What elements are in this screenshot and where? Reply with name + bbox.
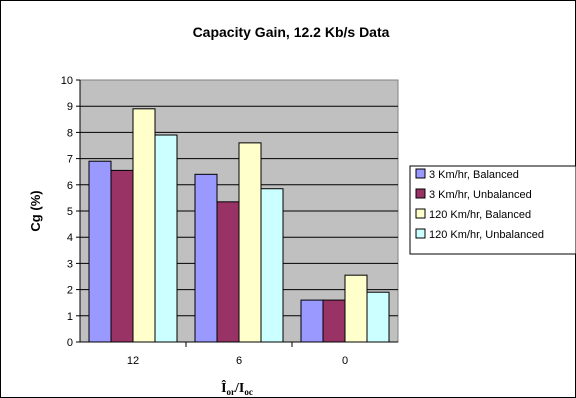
y-tick-label: 7	[67, 154, 73, 166]
bar	[132, 108, 156, 343]
y-tick-label: 0	[67, 337, 73, 349]
y-tick-label: 10	[61, 75, 73, 87]
legend-label: 120 Km/hr, Unbalanced	[429, 229, 544, 241]
legend-label: 120 Km/hr, Balanced	[429, 209, 531, 221]
x-axis-label-main: Î	[221, 379, 226, 396]
legend-label: 3 Km/hr, Unbalanced	[429, 189, 532, 201]
y-tick-label: 9	[67, 101, 73, 113]
legend-swatch	[415, 228, 426, 239]
bar	[194, 173, 218, 343]
y-tick-label: 4	[67, 232, 73, 244]
legend: 3 Km/hr, Balanced 3 Km/hr, Unbalanced 120 …	[409, 165, 576, 255]
bar	[344, 274, 368, 343]
bar	[300, 299, 324, 343]
bar	[110, 169, 134, 343]
x-axis: 12 6 0	[80, 341, 398, 367]
y-axis: 0 1 2 3 4 5 6 7 8 9 10	[61, 75, 81, 349]
y-tick-label: 6	[67, 180, 73, 192]
bar	[88, 160, 112, 343]
x-tick-label: 12	[127, 355, 139, 367]
x-axis-label-sub1: or	[227, 387, 236, 397]
bar	[322, 299, 346, 343]
bar	[238, 142, 262, 343]
chart-title: Capacity Gain, 12.2 Kb/s Data	[193, 24, 390, 40]
x-axis-label-sub2: oc	[244, 387, 253, 397]
y-tick-label: 1	[67, 311, 73, 323]
x-tick-label: 6	[236, 355, 242, 367]
x-tick-label: 0	[342, 355, 348, 367]
y-tick-label: 3	[67, 258, 73, 270]
legend-swatch	[415, 208, 426, 219]
bars	[88, 108, 390, 343]
x-axis-label-sep: /I	[234, 381, 244, 396]
legend-swatch	[415, 188, 426, 199]
y-tick-label: 2	[67, 285, 73, 297]
legend-box	[409, 165, 576, 255]
bar	[154, 134, 178, 343]
y-tick-label: 8	[67, 127, 73, 139]
bar	[216, 201, 240, 343]
legend-swatch	[415, 168, 426, 179]
x-axis-label: Îor/Ioc	[221, 379, 253, 397]
y-axis-label: Cg (%)	[28, 190, 43, 231]
y-tick-label: 5	[67, 206, 73, 218]
bar	[366, 291, 390, 343]
legend-label: 3 Km/hr, Balanced	[429, 169, 519, 181]
bar	[260, 188, 284, 343]
